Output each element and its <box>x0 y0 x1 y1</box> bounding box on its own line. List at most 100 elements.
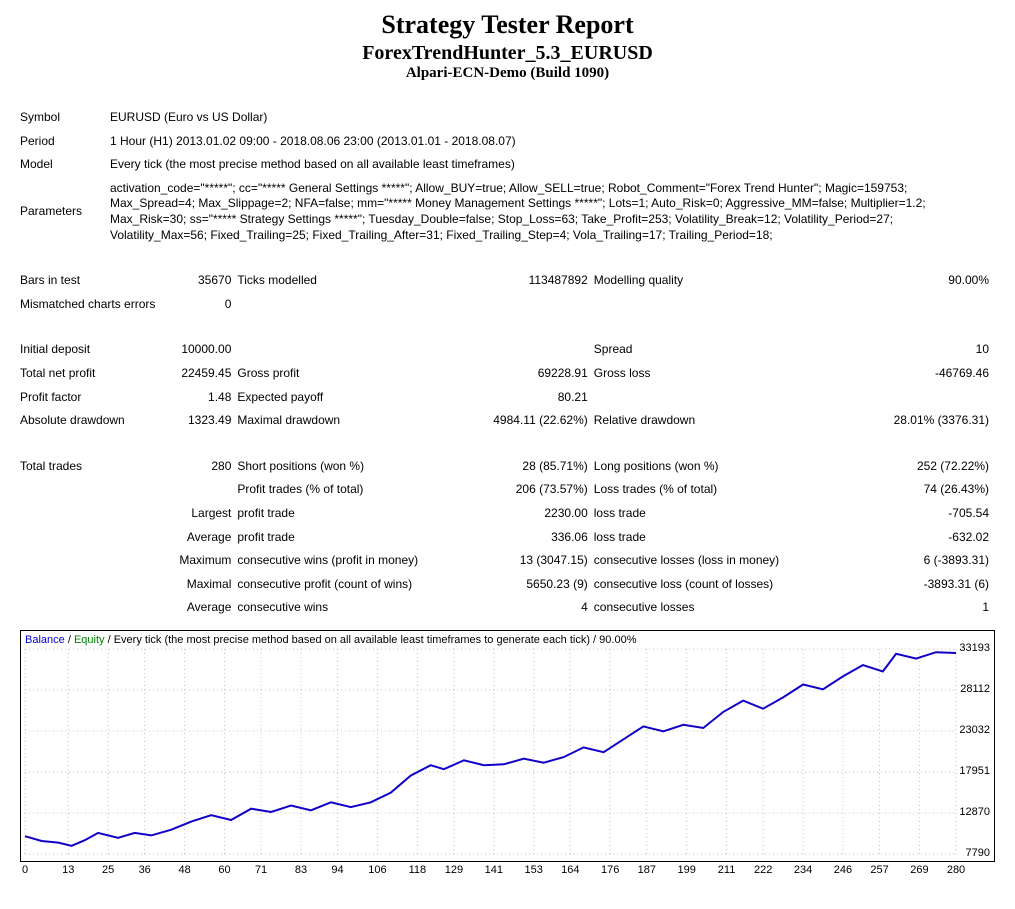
chart-xtick: 13 <box>62 864 74 876</box>
stats-cell: consecutive losses <box>594 596 856 620</box>
chart-xtick: 36 <box>139 864 151 876</box>
stats-cell: 13 (3047.15) <box>493 549 594 573</box>
stats-cell: Long positions (won %) <box>594 455 856 479</box>
chart-xtick: 211 <box>718 864 736 876</box>
stats-cell: Maximal <box>161 573 237 597</box>
meta-value: EURUSD (Euro vs US Dollar) <box>110 106 995 130</box>
parameters-value: activation_code="*****"; cc="***** Gener… <box>110 177 995 247</box>
chart-xtick: 0 <box>22 864 28 876</box>
stats-cell: Total trades <box>20 455 161 479</box>
stats-cell: Maximum <box>161 549 237 573</box>
chart-ytick: 28112 <box>960 683 990 695</box>
stats-cell <box>493 293 594 317</box>
stats-cell: 113487892 <box>493 269 594 293</box>
stats-cell <box>20 549 161 573</box>
chart-xtick: 187 <box>638 864 656 876</box>
stats-row: Total trades280Short positions (won %)28… <box>20 455 995 479</box>
stats-row: Initial deposit10000.00Spread10 <box>20 338 995 362</box>
chart-xtick: 141 <box>485 864 503 876</box>
stats-row: Maximumconsecutive wins (profit in money… <box>20 549 995 573</box>
chart-xtick: 83 <box>295 864 307 876</box>
stats-cell <box>493 338 594 362</box>
stats-cell: 90.00% <box>856 269 995 293</box>
chart-xtick: 164 <box>561 864 579 876</box>
stats-cell: Expected payoff <box>237 386 493 410</box>
stats-cell <box>594 386 856 410</box>
stats-cell: 1.48 <box>161 386 237 410</box>
stats-cell: Maximal drawdown <box>237 409 493 433</box>
stats-row: Maximalconsecutive profit (count of wins… <box>20 573 995 597</box>
chart-xtick: 269 <box>910 864 928 876</box>
meta-label: Period <box>20 130 110 154</box>
stats-cell: 6 (-3893.31) <box>856 549 995 573</box>
stats-cell: 1323.49 <box>161 409 237 433</box>
stats-cell: -46769.46 <box>856 362 995 386</box>
stats-cell: 74 (26.43%) <box>856 478 995 502</box>
page-subsub: Alpari-ECN-Demo (Build 1090) <box>20 65 995 82</box>
stats-cell: Average <box>161 596 237 620</box>
stats-cell <box>161 478 237 502</box>
chart-ytick: 23032 <box>959 724 990 736</box>
meta-value: Every tick (the most precise method base… <box>110 153 995 177</box>
stats-cell: Total net profit <box>20 362 161 386</box>
stats-cell <box>237 293 493 317</box>
stats-cell <box>20 502 161 526</box>
chart-xtick: 106 <box>368 864 386 876</box>
stats-cell: Loss trades (% of total) <box>594 478 856 502</box>
stats-row: Profit factor1.48Expected payoff80.21 <box>20 386 995 410</box>
chart-xtick: 153 <box>525 864 543 876</box>
stats-row: Averageprofit trade336.06loss trade-632.… <box>20 526 995 550</box>
meta-value: 1 Hour (H1) 2013.01.02 09:00 - 2018.08.0… <box>110 130 995 154</box>
chart-xtick: 94 <box>331 864 343 876</box>
stats-cell <box>856 386 995 410</box>
stats-cell: 0 <box>161 293 237 317</box>
stats-cell: 4 <box>493 596 594 620</box>
chart-xtick: 234 <box>794 864 812 876</box>
meta-table: Symbol EURUSD (Euro vs US Dollar) Period… <box>20 106 995 269</box>
stats-cell: consecutive loss (count of losses) <box>594 573 856 597</box>
stats-cell: -705.54 <box>856 502 995 526</box>
stats-cell: -3893.31 (6) <box>856 573 995 597</box>
stats-cell: 69228.91 <box>493 362 594 386</box>
meta-label: Parameters <box>20 177 110 247</box>
stats-cell: Modelling quality <box>594 269 856 293</box>
stats-table: Bars in test35670Ticks modelled113487892… <box>20 269 995 620</box>
stats-cell: Gross profit <box>237 362 493 386</box>
stats-row: Largestprofit trade2230.00loss trade-705… <box>20 502 995 526</box>
stats-cell: -632.02 <box>856 526 995 550</box>
chart-xtick: 118 <box>409 864 427 876</box>
stats-cell: 28.01% (3376.31) <box>856 409 995 433</box>
chart-xtick: 129 <box>445 864 463 876</box>
stats-cell: 10 <box>856 338 995 362</box>
chart-ytick: 12870 <box>959 806 990 818</box>
stats-cell: Profit trades (% of total) <box>237 478 493 502</box>
stats-cell: 252 (72.22%) <box>856 455 995 479</box>
stats-cell: Mismatched charts errors <box>20 293 161 317</box>
chart-svg <box>21 631 996 861</box>
stats-cell: Spread <box>594 338 856 362</box>
chart-xtick: 25 <box>102 864 114 876</box>
chart-xtick: 199 <box>677 864 695 876</box>
stats-cell: 4984.11 (22.62%) <box>493 409 594 433</box>
chart-xtick: 71 <box>255 864 267 876</box>
stats-cell: Profit factor <box>20 386 161 410</box>
stats-cell <box>20 478 161 502</box>
stats-row: Absolute drawdown1323.49Maximal drawdown… <box>20 409 995 433</box>
chart-xtick: 246 <box>834 864 852 876</box>
stats-cell: loss trade <box>594 526 856 550</box>
chart-xtick: 222 <box>754 864 772 876</box>
chart-xtick: 176 <box>601 864 619 876</box>
stats-cell <box>856 293 995 317</box>
stats-cell: consecutive losses (loss in money) <box>594 549 856 573</box>
stats-cell: 35670 <box>161 269 237 293</box>
stats-cell: Initial deposit <box>20 338 161 362</box>
chart-xtick: 257 <box>870 864 888 876</box>
page-subtitle: ForexTrendHunter_5.3_EURUSD <box>20 42 995 65</box>
stats-cell <box>20 596 161 620</box>
balance-chart: Balance / Equity / Every tick (the most … <box>20 630 995 862</box>
stats-cell: Gross loss <box>594 362 856 386</box>
stats-cell: profit trade <box>237 526 493 550</box>
chart-xtick: 60 <box>218 864 230 876</box>
chart-ytick: 17951 <box>959 765 990 777</box>
stats-cell <box>237 338 493 362</box>
